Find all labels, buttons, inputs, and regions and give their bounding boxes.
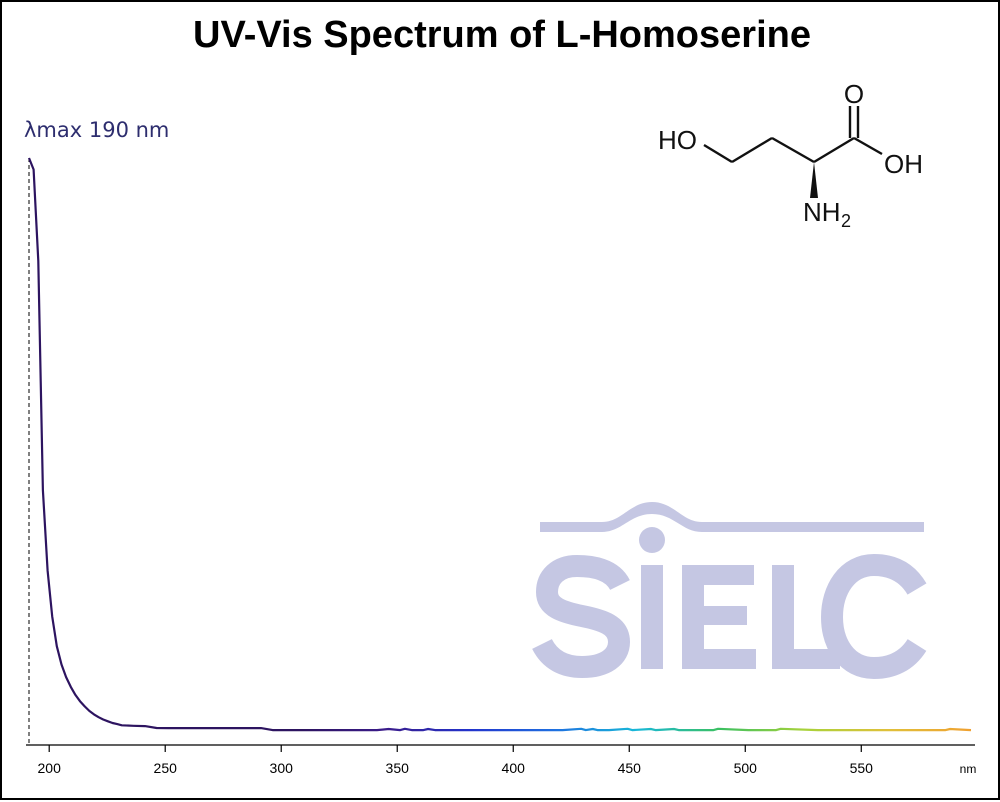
watermark-swoosh <box>540 502 924 532</box>
bond-c4-oh <box>853 136 883 156</box>
watermark-letter-l <box>772 565 840 669</box>
lambda-max-label: λmax 190 nm <box>24 118 169 142</box>
watermark-letter-i <box>641 565 663 669</box>
atom-carbonyl-oxygen: O <box>844 79 864 109</box>
x-tick-label-500: 500 <box>734 760 758 776</box>
l-homoserine-structure <box>703 106 883 198</box>
bond-c2-c3 <box>771 136 815 164</box>
chart-title: UV-Vis Spectrum of L-Homoserine <box>193 14 811 56</box>
x-axis-unit-label: nm <box>960 762 977 776</box>
wedge-bond-amine <box>810 162 818 198</box>
x-tick-label-450: 450 <box>618 760 642 776</box>
x-axis-ticks: 200 250 300 350 400 450 500 550 <box>38 745 874 776</box>
atom-amine-subscript: 2 <box>841 211 851 231</box>
bond-o-c1 <box>703 143 733 164</box>
watermark-dot <box>639 527 665 553</box>
sielc-watermark-logo <box>532 502 927 680</box>
atom-amine: NH <box>803 197 841 227</box>
bond-c1-c2 <box>731 136 773 164</box>
x-tick-label-400: 400 <box>502 760 526 776</box>
atom-hydroxyl-left: HO <box>658 125 697 155</box>
x-tick-label-300: 300 <box>270 760 294 776</box>
bond-c3-c4 <box>813 136 855 164</box>
x-tick-label-550: 550 <box>850 760 874 776</box>
spectrum-line <box>27 157 972 732</box>
watermark-letter-c <box>820 553 927 680</box>
atom-hydroxyl-right: OH <box>884 149 923 179</box>
watermark-letter-e <box>682 565 756 669</box>
x-tick-label-250: 250 <box>154 760 178 776</box>
x-tick-label-350: 350 <box>386 760 410 776</box>
watermark-letter-s <box>532 554 631 679</box>
x-tick-label-200: 200 <box>38 760 62 776</box>
